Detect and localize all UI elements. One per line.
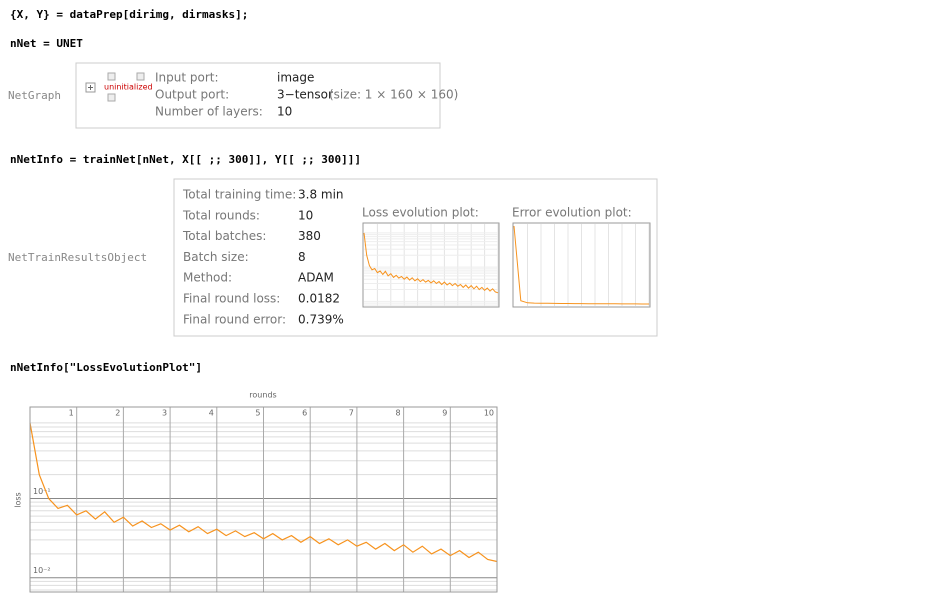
y-axis-label: loss (14, 492, 23, 507)
rows: Total training time: 3.8 min Total rounds:… (182, 188, 344, 327)
graph-icon (107, 72, 145, 102)
x-tick-label: 1 (69, 409, 74, 418)
x-tick-label: 8 (396, 409, 401, 418)
label: Total rounds: (182, 208, 260, 222)
y-tick-label: 10⁻¹ (33, 487, 51, 496)
input-cell: {X, Y} = dataPrep[dirimg, dirmasks]; (10, 8, 248, 21)
value: 3−tensor (277, 88, 333, 102)
input-cell: nNet = UNET (10, 37, 83, 50)
value: 0.0182 (298, 292, 340, 306)
value: 10 (277, 105, 292, 119)
value-note: (size: 1 × 160 × 160) (329, 88, 458, 102)
x-tick-label: 5 (255, 409, 260, 418)
y-tick-label: 10⁻² (33, 566, 51, 575)
x-tick-label: 7 (349, 409, 354, 418)
x-axis-label: rounds (249, 391, 276, 400)
value: image (277, 71, 314, 85)
badge: uninitialized (104, 83, 153, 92)
loss-plot: 10⁻² 10⁻¹ 1 2 3 4 5 6 7 8 9 10 (29, 407, 498, 592)
input-cell: nNetInfo = trainNet[nNet, X[[ ;; 300]], … (10, 153, 361, 166)
x-tick-label: 6 (302, 409, 307, 418)
value: ADAM (298, 271, 334, 285)
label: Method: (183, 271, 232, 285)
input-cell: nNetInfo["LossEvolutionPlot"] (10, 361, 202, 374)
label: Total batches: (182, 229, 266, 243)
value: 3.8 min (298, 188, 344, 202)
x-tick-label: 10 (484, 409, 494, 418)
label: Final round loss: (183, 292, 280, 306)
loss-line (363, 232, 499, 294)
value: 380 (298, 229, 321, 243)
thumbnails (363, 224, 650, 306)
plot-title: Error evolution plot: (512, 206, 632, 220)
output-head: NetGraph (8, 89, 61, 102)
label: Input port: (155, 71, 219, 85)
x-tick-label: 4 (209, 409, 214, 418)
value: 10 (298, 208, 313, 222)
plot-title: Loss evolution plot: (362, 206, 479, 220)
loss-line (29, 422, 498, 563)
plus (88, 85, 93, 90)
x-tick-label: 2 (115, 409, 120, 418)
loss-line (513, 225, 649, 305)
x-tick-label: 3 (162, 409, 167, 418)
label: Batch size: (183, 250, 249, 264)
label: Number of layers: (155, 105, 263, 119)
value: 0.739% (298, 312, 344, 326)
plot-frame (29, 406, 498, 593)
label: Final round error: (183, 312, 286, 326)
output-head: NetTrainResultsObject (8, 251, 147, 264)
value: 8 (298, 250, 306, 264)
label: Output port: (155, 88, 229, 102)
x-tick-label: 9 (442, 409, 447, 418)
label: Total training time: (182, 188, 296, 202)
